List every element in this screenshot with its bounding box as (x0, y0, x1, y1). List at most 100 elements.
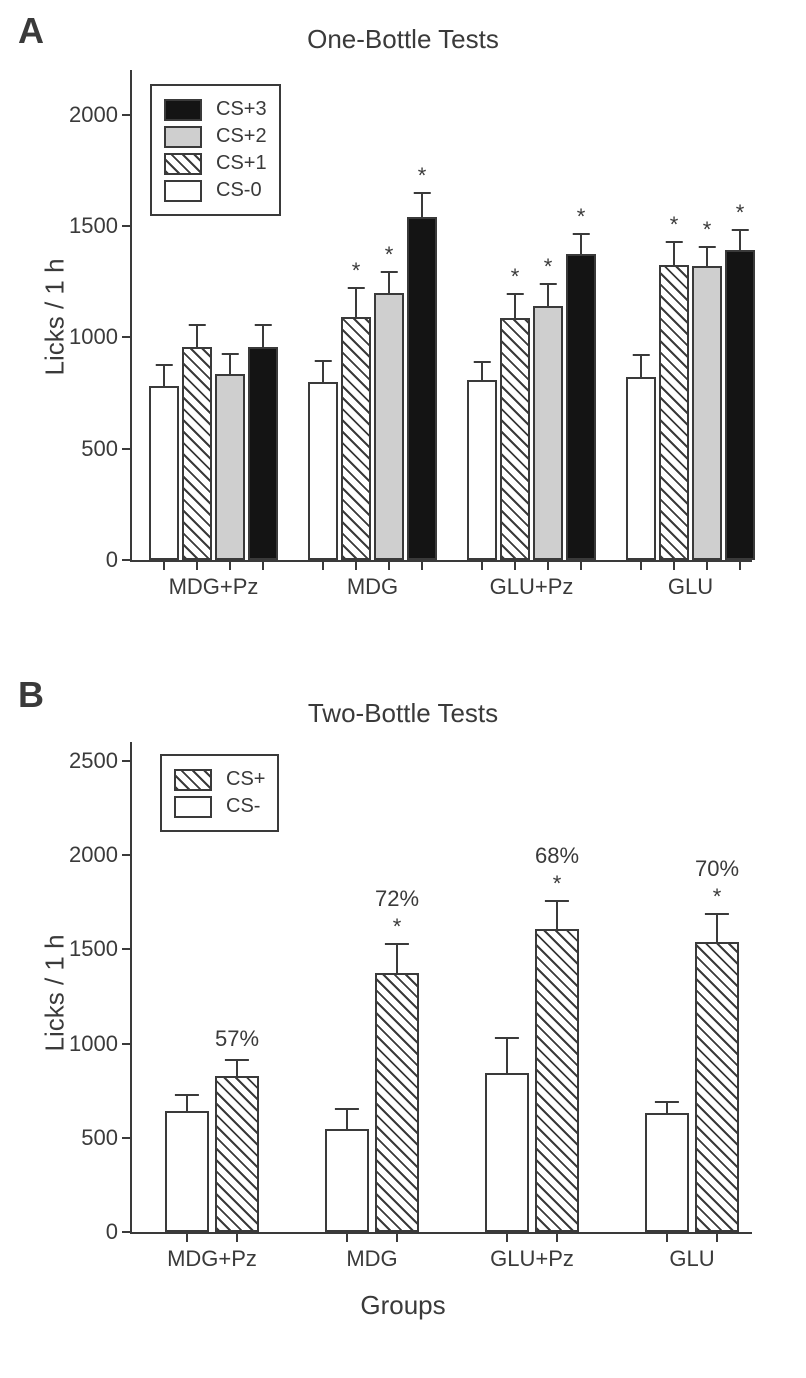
legend-row: CS+ (174, 768, 265, 791)
legend-swatch (174, 796, 212, 818)
panel-a-ylabel: Licks / 1 h (40, 256, 71, 376)
bar (374, 293, 404, 560)
bar (645, 1113, 689, 1232)
error-bar (514, 294, 516, 319)
error-bar (580, 234, 582, 254)
panel-a: A One-Bottle Tests Licks / 1 h 050010001… (0, 0, 806, 660)
error-cap (655, 1101, 679, 1103)
error-cap (315, 360, 332, 362)
xtick-label: MDG+Pz (169, 560, 259, 600)
panel-b-title: Two-Bottle Tests (0, 698, 806, 729)
error-cap (732, 229, 749, 231)
error-bar (706, 247, 708, 266)
ytick-label: 1000 (58, 324, 132, 350)
significance-marker: * (713, 884, 722, 910)
legend-swatch (164, 153, 202, 175)
significance-marker: * (418, 163, 427, 189)
panel-a-title: One-Bottle Tests (0, 24, 806, 55)
bar (535, 929, 579, 1232)
xtick-mark (421, 560, 423, 570)
error-cap (348, 287, 365, 289)
significance-marker: * (577, 204, 586, 230)
error-cap (507, 293, 524, 295)
xtick-mark (236, 1232, 238, 1242)
ytick-label: 1500 (58, 213, 132, 239)
error-cap (545, 900, 569, 902)
legend-label: CS- (226, 795, 260, 818)
xtick-mark (163, 560, 165, 570)
error-bar (640, 355, 642, 377)
error-cap (414, 192, 431, 194)
legend-row: CS+3 (164, 98, 267, 121)
error-bar (322, 361, 324, 382)
error-cap (699, 246, 716, 248)
legend-swatch (164, 126, 202, 148)
error-bar (673, 242, 675, 265)
error-bar (739, 230, 741, 250)
panel-a-legend: CS+3CS+2CS+1CS-0 (150, 84, 281, 216)
significance-marker: * (703, 217, 712, 243)
error-cap (573, 233, 590, 235)
significance-marker: * (385, 242, 394, 268)
significance-marker: * (352, 258, 361, 284)
legend-label: CS+3 (216, 98, 267, 121)
legend-swatch (164, 180, 202, 202)
significance-marker: * (553, 871, 562, 897)
panel-b-xlabel: Groups (0, 1290, 806, 1321)
xtick-mark (186, 1232, 188, 1242)
ytick-label: 2500 (58, 748, 132, 774)
bar (626, 377, 656, 560)
xtick-mark (547, 560, 549, 570)
error-cap (175, 1094, 199, 1096)
bar (485, 1073, 529, 1232)
xtick-mark (716, 1232, 718, 1242)
ytick-label: 500 (58, 436, 132, 462)
figure: A One-Bottle Tests Licks / 1 h 050010001… (0, 0, 806, 1378)
error-bar (556, 901, 558, 928)
bar (692, 266, 722, 560)
bar (407, 217, 437, 560)
error-cap (705, 913, 729, 915)
bar (215, 374, 245, 560)
bar (566, 254, 596, 560)
bar (695, 942, 739, 1232)
bar (248, 347, 278, 560)
bar (375, 973, 419, 1232)
ytick-label: 2000 (58, 842, 132, 868)
xtick-label: MDG (346, 1232, 397, 1272)
bar (308, 382, 338, 560)
xtick-mark (346, 1232, 348, 1242)
xtick-mark (229, 560, 231, 570)
error-cap (474, 361, 491, 363)
error-bar (547, 284, 549, 306)
xtick-mark (514, 560, 516, 570)
legend-row: CS-0 (164, 179, 267, 202)
legend-swatch (174, 769, 212, 791)
panel-b: B Two-Bottle Tests Licks / 1 h 050010001… (0, 680, 806, 1378)
percent-label: 70% (695, 856, 739, 882)
significance-marker: * (511, 264, 520, 290)
xtick-mark (666, 1232, 668, 1242)
error-cap (225, 1059, 249, 1061)
xtick-mark (355, 560, 357, 570)
error-bar (262, 325, 264, 347)
error-bar (716, 914, 718, 942)
xtick-mark (322, 560, 324, 570)
legend-label: CS+1 (216, 152, 267, 175)
xtick-mark (673, 560, 675, 570)
percent-label: 72% (375, 886, 419, 912)
error-cap (381, 271, 398, 273)
xtick-mark (640, 560, 642, 570)
xtick-label: GLU+Pz (490, 1232, 574, 1272)
bar (500, 318, 530, 560)
xtick-mark (506, 1232, 508, 1242)
ytick-label: 1000 (58, 1031, 132, 1057)
error-cap (666, 241, 683, 243)
significance-marker: * (670, 212, 679, 238)
xtick-label: MDG+Pz (167, 1232, 257, 1272)
xtick-mark (396, 1232, 398, 1242)
error-bar (163, 365, 165, 386)
error-bar (346, 1109, 348, 1130)
ytick-label: 500 (58, 1125, 132, 1151)
xtick-mark (739, 560, 741, 570)
